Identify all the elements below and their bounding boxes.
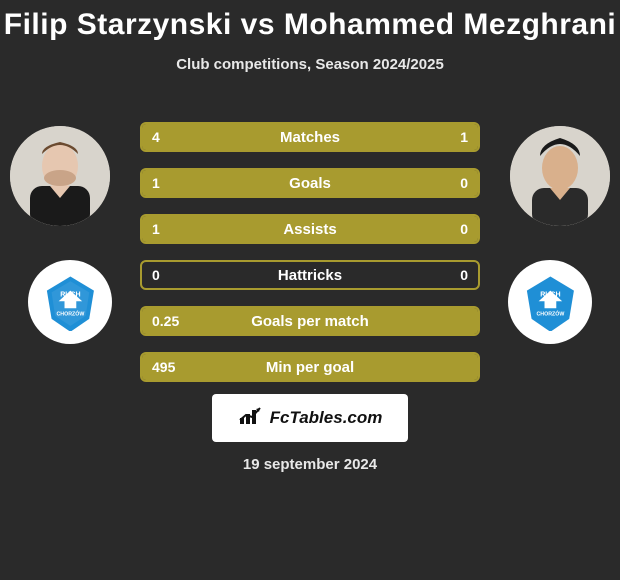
stat-value-right: 0 bbox=[460, 216, 468, 242]
branding-badge: FcTables.com bbox=[212, 394, 408, 442]
stat-label: Assists bbox=[142, 216, 478, 242]
stat-row: 4Matches1 bbox=[140, 122, 480, 152]
stat-row: 0Hattricks0 bbox=[140, 260, 480, 290]
club-right-badge: RUCH CHORZÓW bbox=[508, 260, 592, 344]
page-title: Filip Starzynski vs Mohammed Mezghrani bbox=[0, 0, 620, 42]
branding-icon bbox=[238, 406, 266, 431]
stat-row: 0.25Goals per match bbox=[140, 306, 480, 336]
stat-value-right: 1 bbox=[460, 124, 468, 150]
player-left-avatar bbox=[10, 126, 110, 226]
stat-label: Hattricks bbox=[142, 262, 478, 288]
stat-row: 1Assists0 bbox=[140, 214, 480, 244]
stat-value-right: 0 bbox=[460, 170, 468, 196]
subtitle: Club competitions, Season 2024/2025 bbox=[0, 56, 620, 73]
stat-label: Min per goal bbox=[142, 354, 478, 380]
stat-label: Matches bbox=[142, 124, 478, 150]
branding-text: FcTables.com bbox=[270, 408, 383, 428]
date-text: 19 september 2024 bbox=[0, 456, 620, 473]
stat-value-right: 0 bbox=[460, 262, 468, 288]
player-right-avatar bbox=[510, 126, 610, 226]
stat-row: 1Goals0 bbox=[140, 168, 480, 198]
stat-label: Goals per match bbox=[142, 308, 478, 334]
stat-label: Goals bbox=[142, 170, 478, 196]
stat-row: 495Min per goal bbox=[140, 352, 480, 382]
club-left-badge: RUCH CHORZÓW bbox=[28, 260, 112, 344]
stats-container: 4Matches11Goals01Assists00Hattricks00.25… bbox=[140, 122, 480, 398]
